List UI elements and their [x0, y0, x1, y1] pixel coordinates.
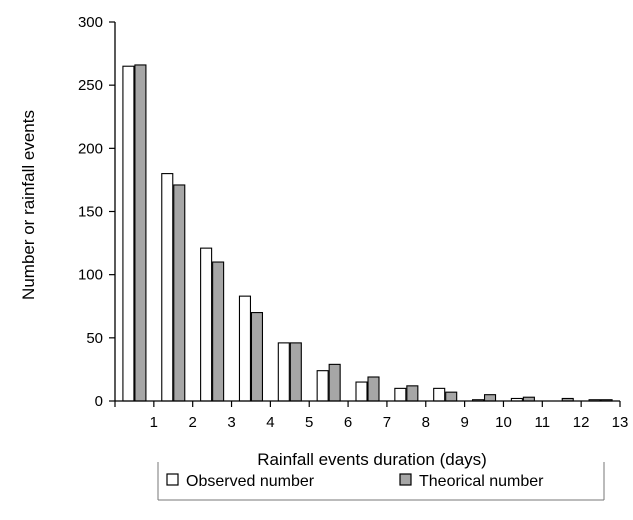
axes	[114, 22, 620, 402]
y-axis-ticks: 0 50 100 150 200 250 300	[78, 14, 115, 410]
bar-observed-3	[200, 247, 213, 402]
bar-observed-4	[238, 295, 252, 402]
legend-label-observed: Observed number	[186, 473, 315, 490]
y-tick-label: 100	[78, 267, 103, 284]
x-tick-label: 11	[535, 414, 551, 431]
bar-theorical-3	[212, 261, 225, 402]
bar-observed-9	[433, 387, 446, 402]
y-tick-label: 200	[78, 140, 103, 157]
y-tick-label: 50	[86, 330, 103, 347]
bar-theorical-4	[250, 312, 264, 402]
bar-theorical-8	[406, 385, 419, 402]
x-tick-label: 3	[227, 414, 235, 431]
x-tick-label: 2	[189, 414, 197, 431]
bar-theorical-1	[134, 64, 147, 402]
x-tick-label: 13	[612, 414, 629, 431]
x-tick-label: 1	[150, 414, 158, 431]
x-tick-label: 6	[344, 414, 352, 431]
bar-theorical-9	[445, 391, 458, 402]
bar-observed-5	[277, 342, 290, 402]
legend-label-theorical: Theorical number	[419, 473, 544, 490]
bar-observed-6	[316, 370, 329, 402]
x-tick-label: 8	[422, 414, 430, 431]
bar-theorical-5	[289, 342, 302, 402]
bar-observed-7	[355, 381, 368, 402]
legend: Observed number Theorical number	[157, 462, 605, 501]
x-axis-ticks: 1 2 3 4 5 6 7 8 9 10 11 12 13	[114, 401, 629, 431]
legend-swatch-observed	[166, 473, 179, 486]
y-tick-label: 300	[78, 14, 103, 31]
y-tick-label: 0	[95, 393, 103, 410]
legend-swatch-theorical	[399, 473, 412, 486]
bar-observed-8	[394, 387, 407, 402]
x-tick-label: 9	[460, 414, 468, 431]
x-tick-label: 10	[495, 414, 512, 431]
bar-theorical-10	[483, 394, 497, 402]
bar-theorical-6	[328, 363, 341, 402]
bar-observed-1	[122, 65, 135, 402]
y-tick-label: 250	[78, 77, 103, 94]
x-tick-label: 4	[266, 414, 274, 431]
x-tick-label: 5	[305, 414, 313, 431]
bar-theorical-2	[173, 184, 186, 402]
x-tick-label: 7	[383, 414, 391, 431]
bars	[122, 64, 613, 402]
bar-theorical-7	[367, 376, 380, 402]
y-axis-title: Number or rainfall events	[19, 110, 38, 300]
x-tick-label: 12	[573, 414, 590, 431]
y-tick-label: 150	[78, 204, 103, 221]
bar-observed-2	[161, 173, 174, 402]
x-axis-title: Rainfall events duration (days)	[257, 450, 487, 469]
